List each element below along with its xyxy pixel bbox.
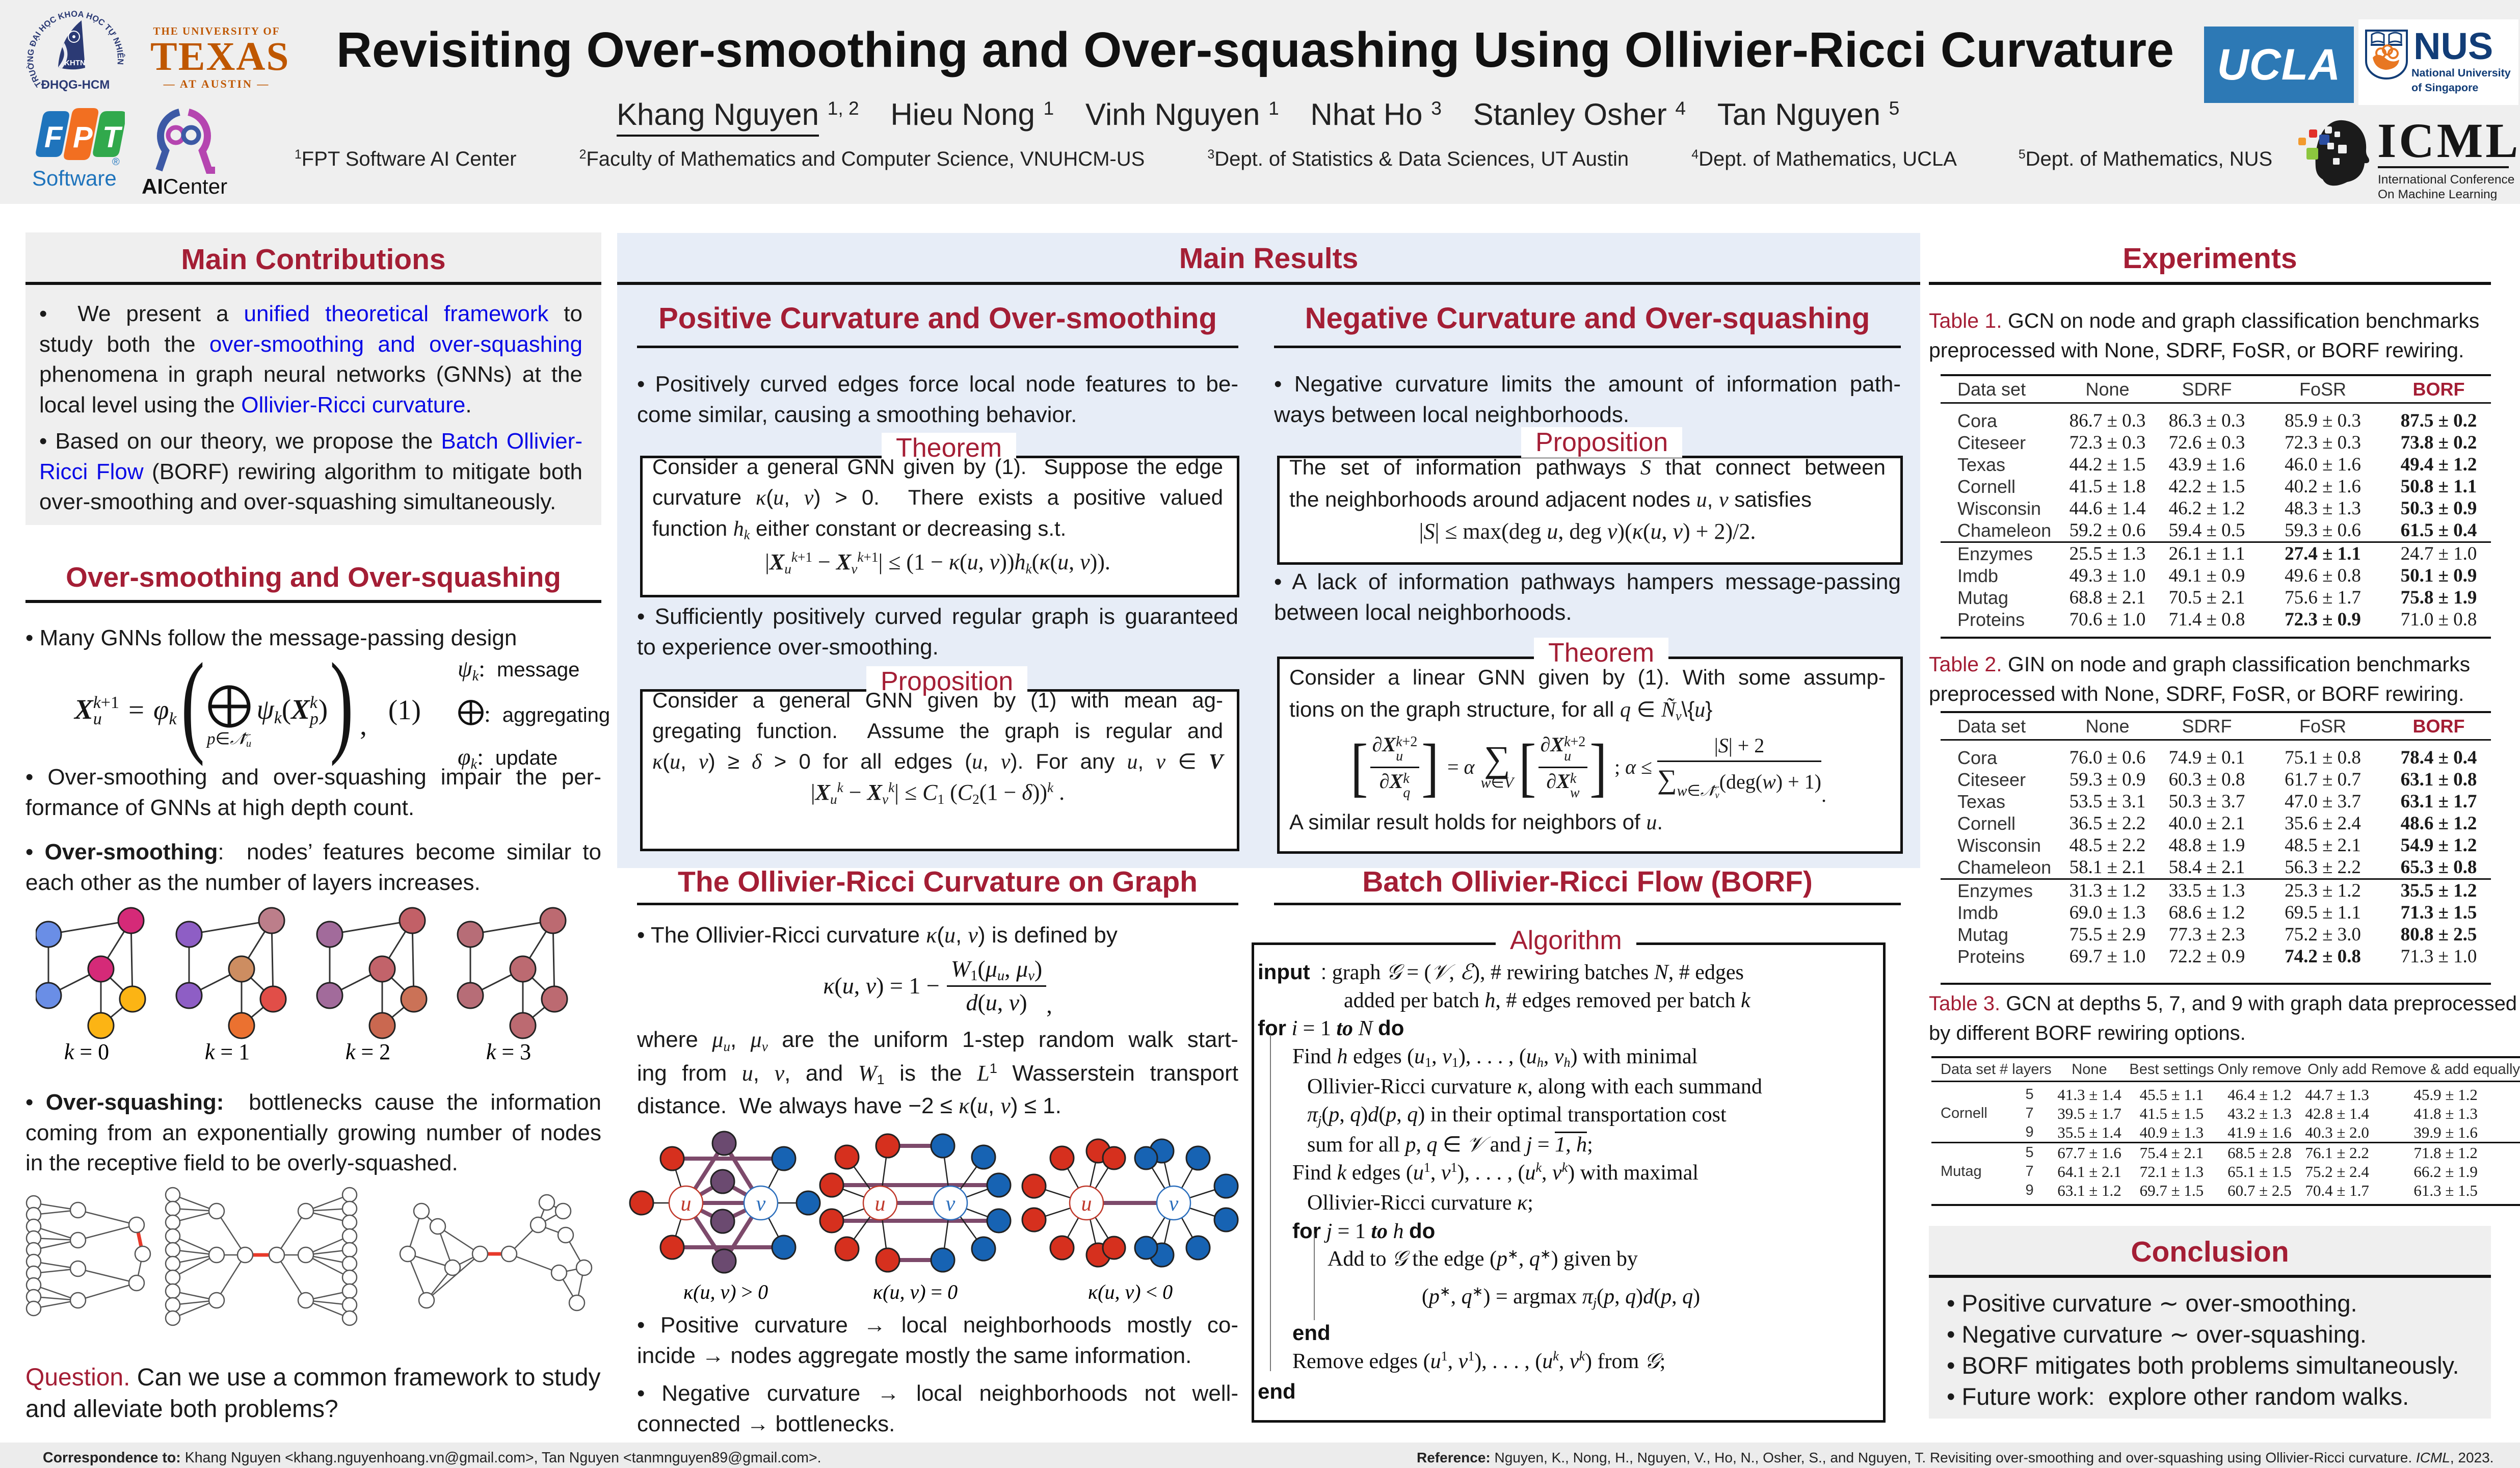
svg-text:k = 1: k = 1	[205, 1039, 250, 1064]
svg-text:of Singapore: of Singapore	[2411, 82, 2478, 94]
svg-text:κ(u, v) < 0: κ(u, v) < 0	[1088, 1280, 1173, 1303]
svg-text:v: v	[756, 1192, 766, 1216]
svg-text:v: v	[946, 1192, 956, 1216]
svg-text:k = 2: k = 2	[346, 1039, 390, 1064]
svg-text:κ(u, v) = 0: κ(u, v) = 0	[873, 1280, 958, 1303]
svg-text:u: u	[1081, 1192, 1092, 1216]
svg-text:F: F	[44, 121, 63, 154]
svg-text:®: ®	[112, 156, 120, 168]
svg-text:P: P	[73, 121, 93, 154]
svg-text:ICML: ICML	[2377, 116, 2520, 168]
svg-text:k = 3: k = 3	[486, 1039, 531, 1064]
svg-text:AICenter: AICenter	[142, 174, 227, 198]
svg-text:κ(u, v) > 0: κ(u, v) > 0	[683, 1280, 768, 1303]
svg-text:v: v	[1169, 1192, 1179, 1216]
svg-text:NUS: NUS	[2413, 25, 2493, 67]
svg-text:ĐHQG-HCM: ĐHQG-HCM	[41, 78, 110, 92]
svg-text:u: u	[875, 1192, 886, 1216]
svg-text:National University: National University	[2411, 67, 2511, 79]
svg-text:International Conference: International Conference	[2378, 173, 2514, 187]
svg-text:k = 0: k = 0	[64, 1039, 109, 1064]
svg-text:T: T	[102, 121, 123, 154]
svg-text:On Machine Learning: On Machine Learning	[2378, 188, 2497, 200]
svg-text:KHTN: KHTN	[64, 59, 86, 67]
svg-text:u: u	[681, 1192, 692, 1216]
svg-text:Software: Software	[32, 166, 117, 190]
